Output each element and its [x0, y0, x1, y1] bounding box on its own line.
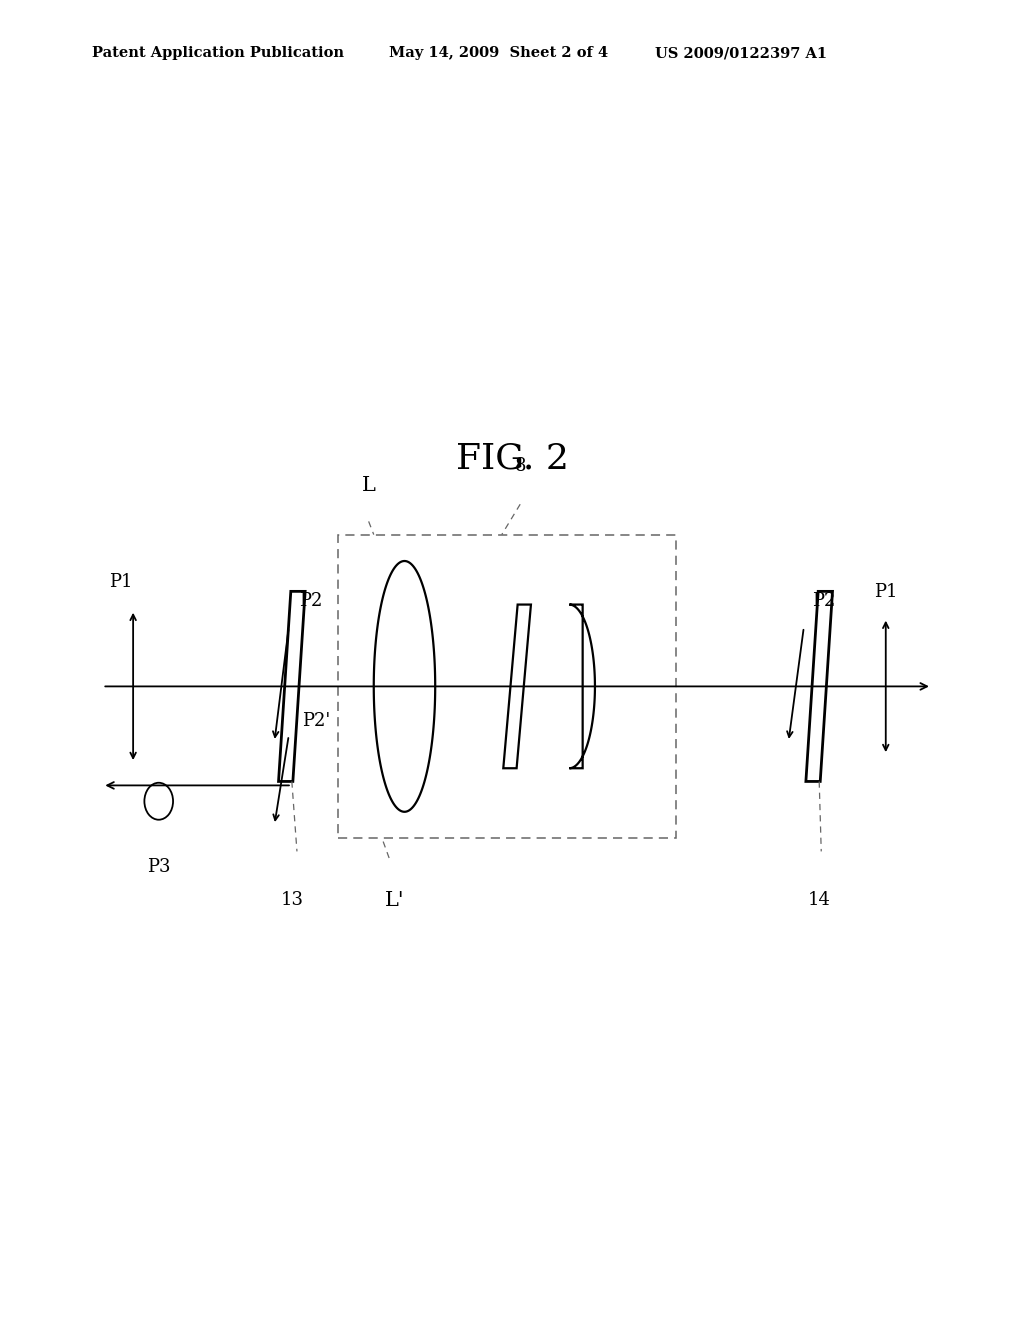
Text: L': L' [384, 891, 404, 909]
Text: 14: 14 [808, 891, 830, 909]
Polygon shape [504, 605, 530, 768]
Text: May 14, 2009  Sheet 2 of 4: May 14, 2009 Sheet 2 of 4 [389, 46, 608, 61]
Polygon shape [569, 605, 595, 768]
Text: L: L [361, 477, 376, 495]
Polygon shape [279, 591, 305, 781]
Text: P2: P2 [299, 591, 323, 610]
Text: P2: P2 [812, 591, 836, 610]
Bar [338, 535, 676, 838]
Polygon shape [374, 561, 435, 812]
Text: P1: P1 [110, 573, 132, 591]
Text: FIG. 2: FIG. 2 [456, 441, 568, 475]
Text: P1: P1 [874, 582, 897, 601]
Text: P3: P3 [147, 858, 170, 876]
Text: P2': P2' [302, 711, 331, 730]
Text: US 2009/0122397 A1: US 2009/0122397 A1 [655, 46, 827, 61]
Text: 8: 8 [514, 457, 526, 475]
Polygon shape [806, 591, 833, 781]
Text: Patent Application Publication: Patent Application Publication [92, 46, 344, 61]
Text: 13: 13 [281, 891, 303, 909]
